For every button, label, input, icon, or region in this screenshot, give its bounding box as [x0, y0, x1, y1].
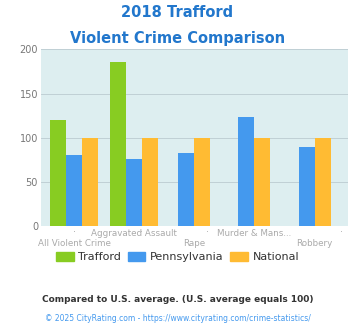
Bar: [142, 138, 158, 226]
Text: Aggravated Assault: Aggravated Assault: [91, 229, 177, 238]
Text: © 2025 CityRating.com - https://www.cityrating.com/crime-statistics/: © 2025 CityRating.com - https://www.city…: [45, 314, 310, 323]
Bar: [110, 62, 126, 226]
Bar: [178, 153, 195, 226]
Text: Compared to U.S. average. (U.S. average equals 100): Compared to U.S. average. (U.S. average …: [42, 295, 313, 304]
Bar: [255, 138, 271, 226]
Bar: [315, 138, 331, 226]
Text: Violent Crime Comparison: Violent Crime Comparison: [70, 31, 285, 46]
Text: Rape: Rape: [183, 239, 206, 248]
Text: 2018 Trafford: 2018 Trafford: [121, 5, 234, 20]
Text: All Violent Crime: All Violent Crime: [38, 239, 111, 248]
Bar: [50, 120, 66, 226]
Text: Robbery: Robbery: [296, 239, 333, 248]
Bar: [299, 148, 315, 226]
Bar: [126, 159, 142, 226]
Bar: [195, 138, 211, 226]
Bar: [82, 138, 98, 226]
Legend: Trafford, Pennsylvania, National: Trafford, Pennsylvania, National: [51, 248, 304, 267]
Text: Murder & Mans...: Murder & Mans...: [217, 229, 291, 238]
Bar: [239, 116, 255, 226]
Bar: [66, 155, 82, 226]
